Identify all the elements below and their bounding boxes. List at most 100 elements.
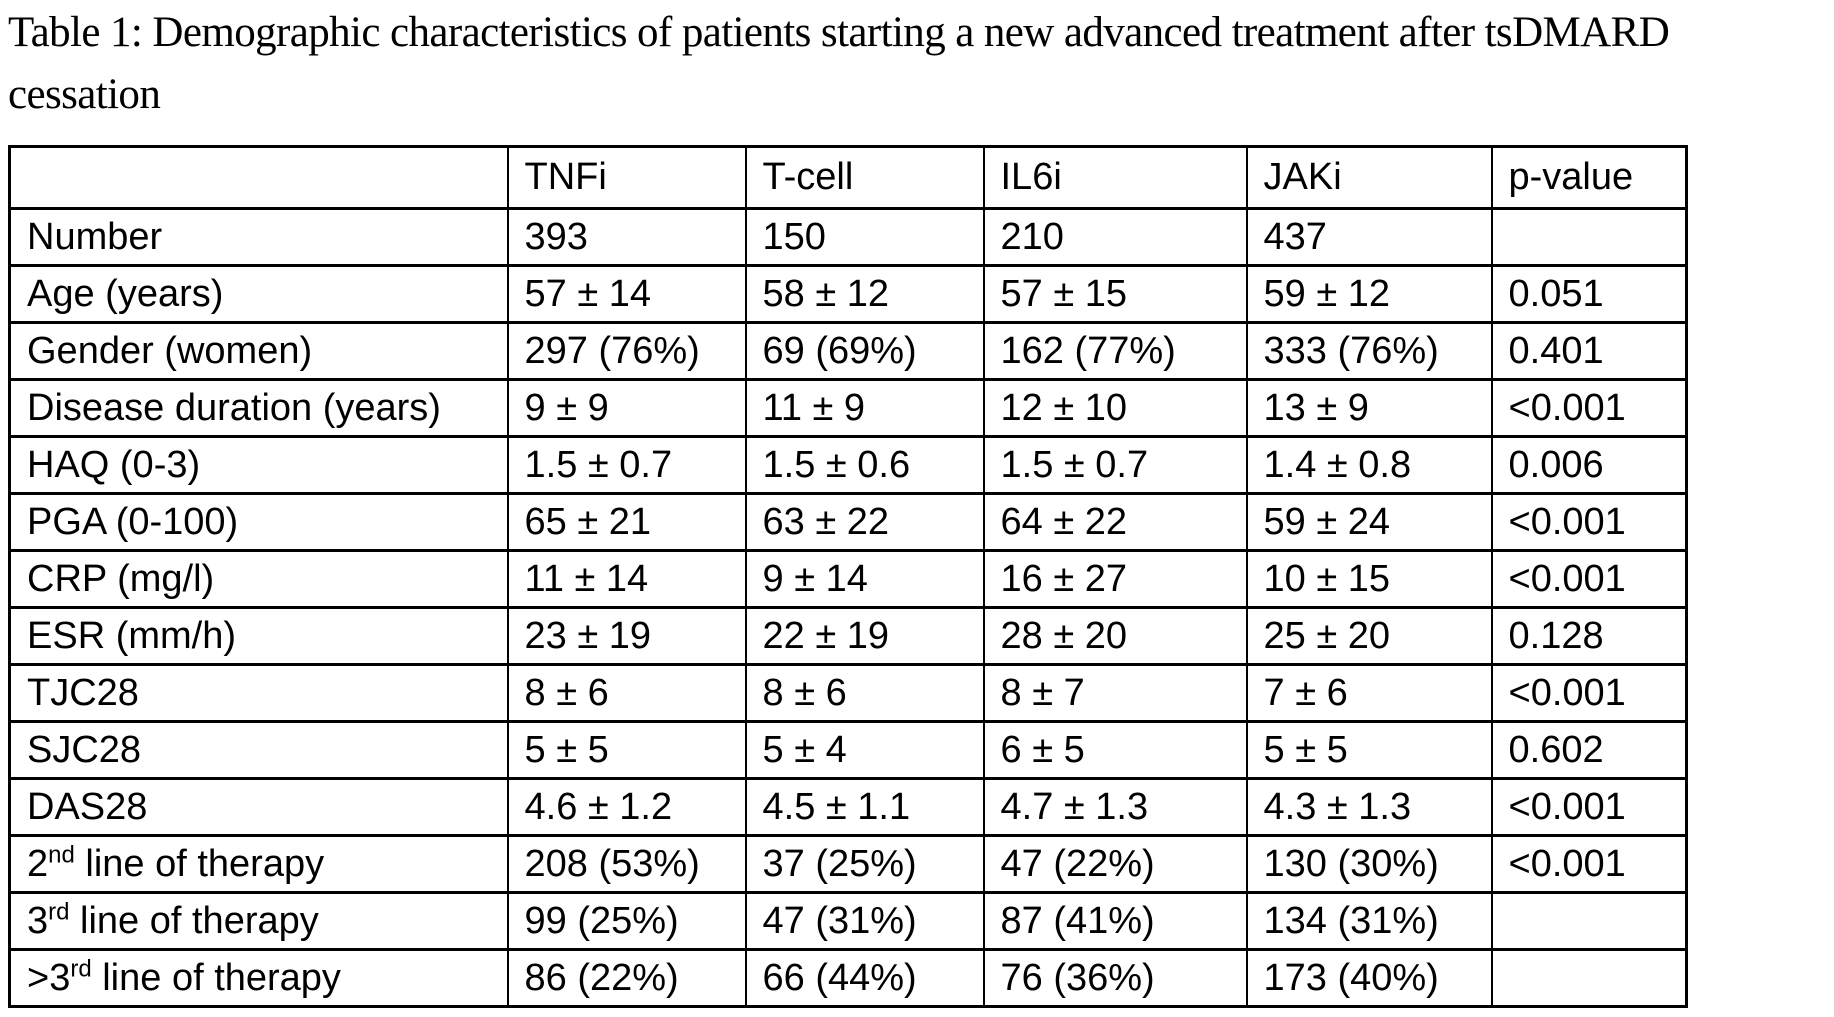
value-cell: 1.5 ± 0.6	[744, 435, 985, 495]
value-cell: <0.001	[1490, 663, 1688, 723]
value-cell	[1490, 948, 1688, 1008]
table-row: Gender (women) 297 (76%) 69 (69%) 162 (77%)…	[8, 321, 1688, 381]
value-cell: 99 (25%)	[506, 891, 747, 951]
row-label-text: ESR (mm/h)	[27, 614, 236, 657]
row-label-text: CRP (mg/l)	[27, 557, 215, 600]
value-cell: 6 ± 5	[982, 720, 1248, 780]
row-label-text: >3	[27, 956, 71, 999]
row-label: SJC28	[8, 720, 509, 780]
value-cell: 0.006	[1490, 435, 1688, 495]
value-cell: 9 ± 9	[506, 378, 747, 438]
row-label-superscript: rd	[70, 954, 92, 982]
table-row: HAQ (0-3) 1.5 ± 0.7 1.5 ± 0.6 1.5 ± 0.7 1.4 …	[8, 435, 1688, 495]
column-header: JAKi	[1245, 145, 1493, 210]
value-cell: 66 (44%)	[744, 948, 985, 1008]
row-label-text: line of therapy	[91, 956, 341, 999]
row-label: Age (years)	[8, 264, 509, 324]
row-label-text: PGA (0-100)	[27, 500, 239, 543]
value-cell: 16 ± 27	[982, 549, 1248, 609]
value-cell: 10 ± 15	[1245, 549, 1493, 609]
value-cell: 8 ± 7	[982, 663, 1248, 723]
value-cell: 173 (40%)	[1245, 948, 1493, 1008]
value-cell: 11 ± 9	[744, 378, 985, 438]
row-label-text: Number	[27, 215, 163, 258]
row-label: 2nd line of therapy	[8, 834, 509, 894]
row-label: HAQ (0-3)	[8, 435, 509, 495]
value-cell: 59 ± 12	[1245, 264, 1493, 324]
value-cell: 37 (25%)	[744, 834, 985, 894]
value-cell: 25 ± 20	[1245, 606, 1493, 666]
value-cell: 1.5 ± 0.7	[982, 435, 1248, 495]
row-label: TJC28	[8, 663, 509, 723]
value-cell: 58 ± 12	[744, 264, 985, 324]
value-cell: 13 ± 9	[1245, 378, 1493, 438]
value-cell: 22 ± 19	[744, 606, 985, 666]
row-label-text: 3	[27, 899, 49, 942]
row-label-superscript: nd	[48, 840, 75, 868]
row-label-text: Gender (women)	[27, 329, 313, 372]
value-cell: <0.001	[1490, 492, 1688, 552]
value-cell: 0.401	[1490, 321, 1688, 381]
value-cell: 9 ± 14	[744, 549, 985, 609]
value-cell: 47 (31%)	[744, 891, 985, 951]
value-cell	[1490, 207, 1688, 267]
value-cell: 23 ± 19	[506, 606, 747, 666]
value-cell: <0.001	[1490, 834, 1688, 894]
value-cell: 1.4 ± 0.8	[1245, 435, 1493, 495]
column-header: TNFi	[506, 145, 747, 210]
value-cell: 5 ± 5	[1245, 720, 1493, 780]
row-label-text: Disease duration (years)	[27, 386, 441, 429]
row-label-text: line of therapy	[69, 899, 319, 942]
value-cell: <0.001	[1490, 777, 1688, 837]
row-label-superscript: rd	[48, 897, 70, 925]
table-row: Age (years) 57 ± 14 58 ± 12 57 ± 15 59 ± 12 0…	[8, 264, 1688, 324]
value-cell: 4.5 ± 1.1	[744, 777, 985, 837]
table-caption: Table 1: Demographic characteristics of …	[8, 2, 1834, 126]
value-cell: 5 ± 4	[744, 720, 985, 780]
row-label: Disease duration (years)	[8, 378, 509, 438]
value-cell: 57 ± 14	[506, 264, 747, 324]
table-row: 3rd line of therapy 99 (25%) 47 (31%) 87 (4…	[8, 891, 1688, 951]
value-cell: 47 (22%)	[982, 834, 1248, 894]
value-cell: 393	[506, 207, 747, 267]
value-cell: 333 (76%)	[1245, 321, 1493, 381]
row-label-text: Age (years)	[27, 272, 224, 315]
row-label: 3rd line of therapy	[8, 891, 509, 951]
value-cell: 86 (22%)	[506, 948, 747, 1008]
value-cell: 0.128	[1490, 606, 1688, 666]
value-cell: 64 ± 22	[982, 492, 1248, 552]
value-cell: 162 (77%)	[982, 321, 1248, 381]
value-cell: 65 ± 21	[506, 492, 747, 552]
value-cell: 4.7 ± 1.3	[982, 777, 1248, 837]
value-cell: 12 ± 10	[982, 378, 1248, 438]
value-cell: 1.5 ± 0.7	[506, 435, 747, 495]
row-label-text: SJC28	[27, 728, 142, 771]
table-row: 2nd line of therapy 208 (53%) 37 (25%) 47 (…	[8, 834, 1688, 894]
row-label-text: HAQ (0-3)	[27, 443, 201, 486]
value-cell: 57 ± 15	[982, 264, 1248, 324]
row-label: DAS28	[8, 777, 509, 837]
value-cell: 437	[1245, 207, 1493, 267]
column-header: T-cell	[744, 145, 985, 210]
row-label-text: DAS28	[27, 785, 148, 828]
value-cell: 7 ± 6	[1245, 663, 1493, 723]
table-row: Number 393 150 210 437	[8, 207, 1688, 267]
row-label-text: TJC28	[27, 671, 139, 714]
value-cell: 210	[982, 207, 1248, 267]
table-caption-line1: Table 1: Demographic characteristics of …	[8, 9, 1670, 56]
value-cell: 208 (53%)	[506, 834, 747, 894]
value-cell: 87 (41%)	[982, 891, 1248, 951]
value-cell: 0.051	[1490, 264, 1688, 324]
table-caption-line2: cessation	[8, 71, 161, 118]
row-label: Gender (women)	[8, 321, 509, 381]
value-cell: 76 (36%)	[982, 948, 1248, 1008]
value-cell: 59 ± 24	[1245, 492, 1493, 552]
value-cell: 134 (31%)	[1245, 891, 1493, 951]
row-label-text: line of therapy	[74, 842, 325, 885]
row-label: Number	[8, 207, 509, 267]
value-cell: 8 ± 6	[506, 663, 747, 723]
column-header: IL6i	[982, 145, 1248, 210]
value-cell: 4.6 ± 1.2	[506, 777, 747, 837]
table-row: DAS28 4.6 ± 1.2 4.5 ± 1.1 4.7 ± 1.3 4.3 ± 1.…	[8, 777, 1688, 837]
